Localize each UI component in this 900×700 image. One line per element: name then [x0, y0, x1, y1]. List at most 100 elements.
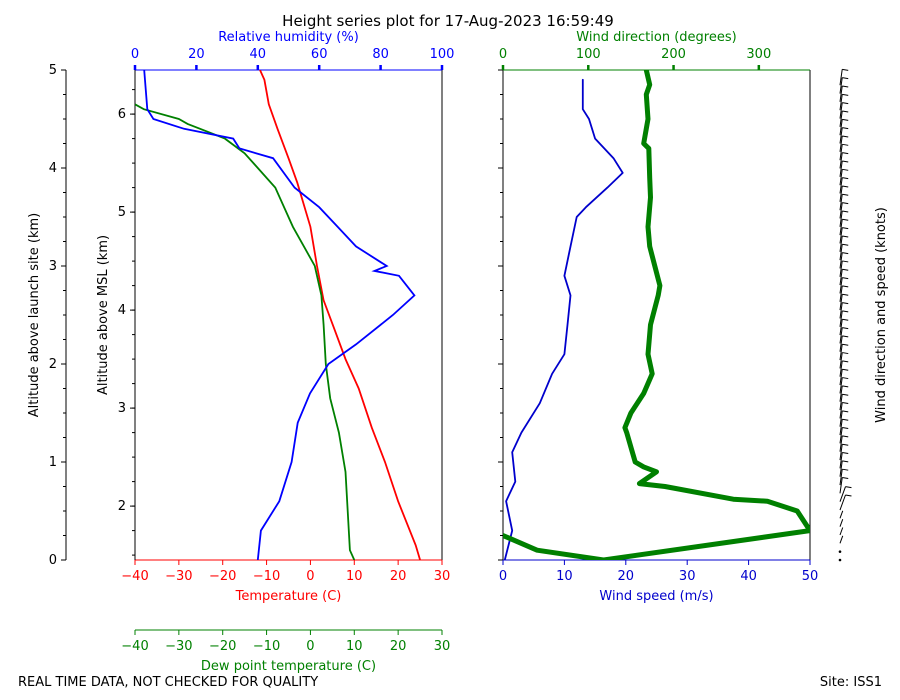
dewpoint-axis-tick-label: −30 — [165, 639, 192, 654]
wind-barb-flag — [842, 177, 849, 180]
wind-barb — [839, 102, 843, 119]
wind-barb — [839, 494, 846, 511]
wind-barb-flag — [842, 135, 849, 138]
wind-barb — [839, 460, 843, 477]
wind-barb-flag — [842, 343, 849, 346]
wind-barbs: Wind direction and speed (knots) — [838, 68, 889, 562]
wind-barb — [839, 169, 843, 186]
wind-barb-flag — [842, 318, 849, 321]
launch-axis-label: Altitude above launch site (km) — [27, 213, 42, 417]
wind-direction-axis-tick-label: 100 — [576, 47, 601, 62]
wind-barb — [839, 319, 843, 336]
humidity-axis-tick-label: 60 — [311, 47, 328, 62]
dewpoint-axis-tick-label: −40 — [121, 639, 148, 654]
wind-barb-flag — [842, 385, 849, 388]
wind-barb — [839, 177, 843, 194]
wind-barb — [839, 310, 843, 327]
dewpoint-line — [135, 103, 356, 560]
wind-barb — [839, 160, 843, 177]
launch-axis-tick-label: 4 — [49, 161, 57, 176]
wind-barb-calm-dot — [838, 558, 842, 562]
wind-barb-flag — [842, 210, 849, 213]
wind-barb — [839, 452, 843, 469]
temperature-axis-tick-label: −10 — [253, 569, 280, 584]
msl-axis-tick-label: 4 — [118, 303, 126, 318]
humidity-axis-tick-label: 80 — [372, 47, 389, 62]
launch-axis-tick-label: 3 — [49, 259, 57, 274]
wind-barb-flag — [845, 494, 852, 497]
wind-speed-axis-tick-label: 40 — [740, 569, 757, 584]
wind-barb-flag — [842, 235, 849, 238]
wind-barb — [839, 352, 843, 369]
wind-barb — [839, 244, 843, 261]
wind-barb — [839, 235, 843, 252]
wind-barb — [839, 202, 843, 219]
wind-direction-axis-label: Wind direction (degrees) — [576, 30, 736, 45]
wind-speed-axis-tick-label: 30 — [679, 569, 696, 584]
launch-axis-tick-label: 5 — [49, 63, 57, 78]
wind-barb — [839, 377, 843, 394]
wind-barb — [839, 518, 844, 527]
footer-site: Site: ISS1 — [820, 675, 882, 690]
wind-barb-flag — [842, 77, 849, 80]
wind-barb — [839, 394, 843, 411]
temperature-axis-tick-label: −30 — [165, 569, 192, 584]
wind-barb-flag — [842, 460, 849, 463]
wind-barb — [839, 302, 843, 319]
wind-barb-flag — [842, 202, 849, 205]
wind-barb-flag — [842, 310, 849, 313]
wind-barb — [839, 369, 843, 386]
wind-barb-flag — [842, 418, 849, 421]
temperature-line — [259, 70, 421, 560]
wind-barb — [839, 69, 843, 86]
wind-speed-axis-label: Wind speed (m/s) — [599, 589, 713, 604]
wind-direction-axis-tick-label: 200 — [661, 47, 686, 62]
humidity-axis-tick-label: 40 — [250, 47, 267, 62]
wind-barb-flag — [842, 477, 849, 480]
wind-speed-axis-tick-label: 20 — [618, 569, 635, 584]
msl-axis-tick-label: 5 — [118, 205, 126, 220]
wind-barb-flag — [842, 252, 849, 255]
wind-barb — [839, 127, 843, 144]
wind-barb-flag — [842, 368, 849, 371]
wind-barb-flag — [842, 268, 849, 271]
wind-barb-flag — [842, 168, 849, 171]
wind-direction-axis-tick-label: 0 — [499, 47, 507, 62]
wind-barb — [839, 427, 843, 444]
wind-barb — [839, 194, 843, 211]
wind-barb — [839, 344, 843, 361]
wind-barb — [839, 210, 843, 227]
humidity-line — [143, 70, 416, 560]
humidity-axis-tick-label: 0 — [131, 47, 139, 62]
dewpoint-axis-label: Dew point temperature (C) — [201, 659, 376, 674]
wind-barb-flag — [845, 486, 852, 489]
wind-barb-flag — [842, 193, 849, 196]
wind-speed-axis-tick-label: 10 — [556, 569, 573, 584]
humidity-axis-tick-label: 100 — [430, 47, 455, 62]
wind-barb-flag — [842, 302, 849, 305]
wind-barb-calm-dot — [838, 550, 842, 553]
wind-barb — [839, 444, 843, 461]
wind-barb-flag — [842, 93, 849, 96]
wind-barb — [839, 110, 843, 127]
wind-barb-flag — [842, 285, 849, 288]
wind-barb-flag — [842, 160, 849, 163]
wind-barb-flag — [842, 443, 849, 446]
wind-barb-flag — [842, 293, 849, 296]
wind-barb — [839, 402, 843, 419]
wind-barb — [839, 277, 843, 294]
wind-barb-flag — [842, 185, 849, 188]
wind-barb — [839, 152, 843, 169]
launch-axis-tick-label: 0 — [49, 553, 57, 568]
wind-barb — [839, 335, 843, 352]
wind-barb — [839, 260, 843, 277]
msl-axis-label: Altitude above MSL (km) — [96, 235, 111, 395]
temperature-axis-tick-label: −40 — [121, 569, 148, 584]
wind-barb — [839, 435, 843, 452]
temperature-axis-tick-label: 20 — [390, 569, 407, 584]
wind-barb-flag — [842, 427, 849, 430]
wind-barb — [839, 419, 843, 436]
wind-barb-flag — [842, 227, 849, 230]
wind-barb-flag — [842, 352, 849, 355]
